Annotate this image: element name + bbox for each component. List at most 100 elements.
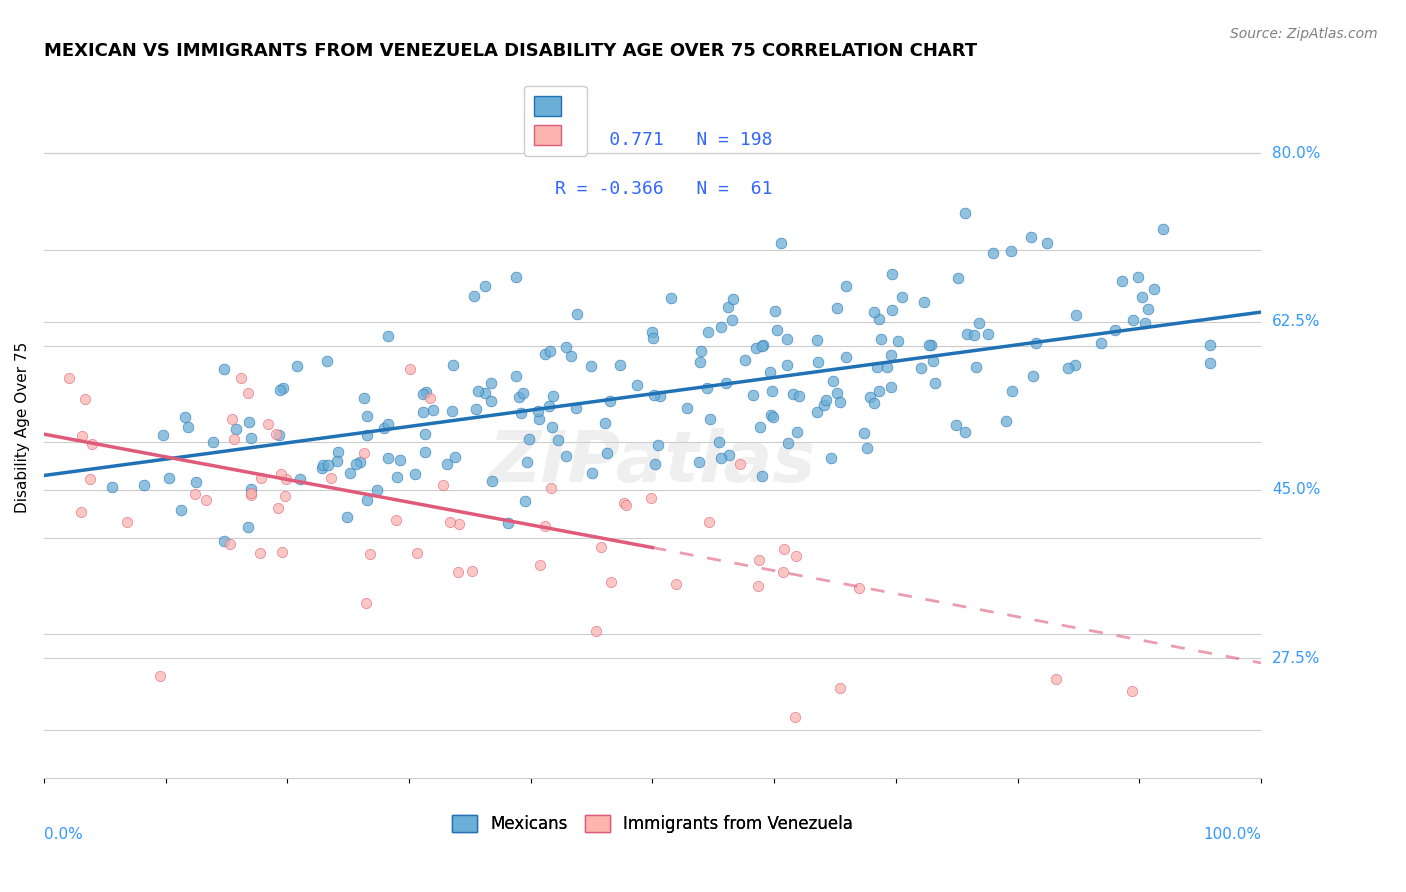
Mexicans bbox=[177, 419, 200, 434]
Mexicans bbox=[440, 404, 463, 418]
Mexicans bbox=[555, 449, 578, 463]
Mexicans bbox=[977, 326, 1000, 341]
Text: ZIPatlas: ZIPatlas bbox=[489, 428, 815, 497]
Mexicans bbox=[806, 405, 828, 419]
Mexicans bbox=[516, 455, 538, 469]
Mexicans bbox=[412, 405, 434, 419]
Immigrants from Venezuela bbox=[772, 541, 794, 556]
Mexicans bbox=[534, 347, 557, 361]
Mexicans bbox=[517, 432, 540, 446]
Mexicans bbox=[316, 354, 339, 368]
Mexicans bbox=[825, 385, 848, 400]
Mexicans bbox=[924, 376, 946, 391]
Text: R = -0.366   N =  61: R = -0.366 N = 61 bbox=[555, 180, 773, 198]
Mexicans bbox=[1132, 290, 1154, 304]
Text: MEXICAN VS IMMIGRANTS FROM VENEZUELA DISABILITY AGE OVER 75 CORRELATION CHART: MEXICAN VS IMMIGRANTS FROM VENEZUELA DIS… bbox=[44, 42, 977, 60]
Mexicans bbox=[882, 267, 904, 281]
Mexicans bbox=[710, 320, 733, 334]
Mexicans bbox=[759, 408, 782, 422]
Mexicans bbox=[325, 453, 347, 467]
Mexicans bbox=[564, 401, 586, 415]
Mexicans bbox=[479, 376, 502, 390]
Mexicans bbox=[1198, 356, 1220, 370]
Mexicans bbox=[436, 457, 458, 471]
Mexicans bbox=[238, 519, 260, 533]
Mexicans bbox=[1025, 336, 1047, 351]
Immigrants from Venezuela bbox=[229, 371, 252, 385]
Immigrants from Venezuela bbox=[276, 472, 298, 486]
Immigrants from Venezuela bbox=[221, 412, 243, 426]
Mexicans bbox=[782, 387, 804, 401]
Mexicans bbox=[415, 384, 437, 399]
Mexicans bbox=[356, 492, 378, 507]
Mexicans bbox=[741, 388, 763, 402]
Immigrants from Venezuela bbox=[529, 558, 551, 572]
Immigrants from Venezuela bbox=[616, 498, 638, 512]
Immigrants from Venezuela bbox=[406, 546, 429, 560]
Mexicans bbox=[734, 353, 756, 368]
Text: Source: ZipAtlas.com: Source: ZipAtlas.com bbox=[1230, 27, 1378, 41]
Mexicans bbox=[776, 358, 799, 372]
Immigrants from Venezuela bbox=[353, 445, 375, 459]
Immigrants from Venezuela bbox=[785, 710, 807, 724]
Mexicans bbox=[707, 435, 730, 450]
Mexicans bbox=[965, 359, 987, 374]
Mexicans bbox=[184, 475, 207, 490]
Text: R =  0.771   N = 198: R = 0.771 N = 198 bbox=[555, 131, 773, 149]
Text: 62.5%: 62.5% bbox=[1272, 314, 1320, 329]
Mexicans bbox=[526, 404, 548, 418]
Mexicans bbox=[413, 426, 436, 441]
Mexicans bbox=[467, 384, 489, 399]
Mexicans bbox=[373, 421, 395, 435]
Mexicans bbox=[721, 313, 744, 327]
Immigrants from Venezuela bbox=[80, 437, 103, 451]
Mexicans bbox=[377, 328, 399, 343]
Mexicans bbox=[1064, 358, 1087, 372]
Mexicans bbox=[404, 467, 426, 482]
Mexicans bbox=[560, 349, 582, 363]
Immigrants from Venezuela bbox=[354, 596, 377, 610]
Mexicans bbox=[174, 410, 197, 425]
Mexicans bbox=[225, 422, 247, 436]
Mexicans bbox=[1126, 270, 1149, 285]
Mexicans bbox=[696, 381, 718, 395]
Legend: Mexicans, Immigrants from Venezuela: Mexicans, Immigrants from Venezuela bbox=[446, 808, 859, 840]
Mexicans bbox=[169, 503, 191, 517]
Mexicans bbox=[650, 389, 672, 403]
Mexicans bbox=[271, 381, 294, 395]
Mexicans bbox=[565, 307, 588, 321]
Mexicans bbox=[377, 451, 399, 466]
Mexicans bbox=[963, 328, 986, 343]
Immigrants from Venezuela bbox=[1121, 684, 1143, 698]
Mexicans bbox=[595, 417, 617, 431]
Mexicans bbox=[202, 435, 225, 450]
Immigrants from Venezuela bbox=[267, 501, 290, 516]
Mexicans bbox=[505, 269, 527, 284]
Mexicans bbox=[918, 338, 941, 352]
Mexicans bbox=[541, 389, 564, 403]
Mexicans bbox=[644, 457, 666, 471]
Mexicans bbox=[422, 402, 444, 417]
Immigrants from Venezuela bbox=[249, 545, 271, 559]
Immigrants from Venezuela bbox=[585, 624, 607, 639]
Mexicans bbox=[815, 392, 838, 407]
Mexicans bbox=[922, 354, 945, 368]
Mexicans bbox=[1056, 361, 1078, 376]
Immigrants from Venezuela bbox=[640, 491, 662, 505]
Immigrants from Venezuela bbox=[218, 537, 240, 551]
Mexicans bbox=[945, 417, 967, 432]
Immigrants from Venezuela bbox=[828, 681, 851, 696]
Mexicans bbox=[870, 332, 893, 346]
Mexicans bbox=[349, 455, 371, 469]
Y-axis label: Disability Age Over 75: Disability Age Over 75 bbox=[15, 342, 30, 513]
Mexicans bbox=[316, 458, 339, 473]
Mexicans bbox=[366, 483, 388, 497]
Immigrants from Venezuela bbox=[238, 386, 260, 401]
Text: 45.0%: 45.0% bbox=[1272, 483, 1320, 498]
Immigrants from Venezuela bbox=[728, 457, 751, 471]
Mexicans bbox=[463, 289, 485, 303]
Mexicans bbox=[862, 305, 884, 319]
Mexicans bbox=[387, 470, 409, 484]
Mexicans bbox=[157, 471, 180, 485]
Immigrants from Venezuela bbox=[461, 564, 484, 578]
